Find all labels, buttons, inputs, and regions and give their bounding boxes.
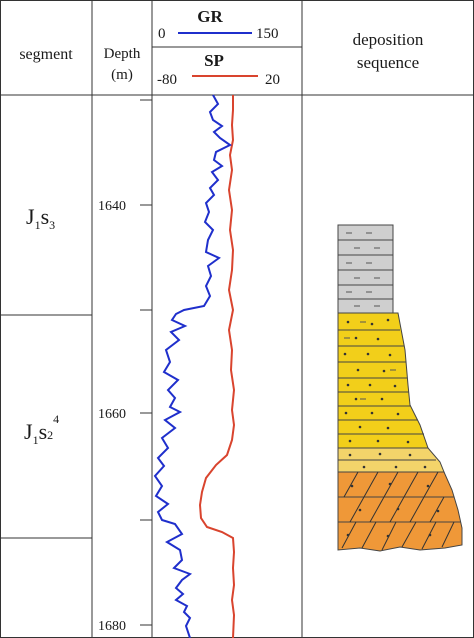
gr-legend-min: 0 <box>158 26 166 42</box>
sequence-column <box>337 224 463 552</box>
mudstone-section <box>337 224 394 314</box>
segment-label-j1s2-4: J1s24 <box>24 412 59 447</box>
depth-tick-1660: 1660 <box>98 407 126 422</box>
orange-conglomerate-section <box>337 471 463 552</box>
gr-legend-max: 150 <box>256 26 279 42</box>
segment-label-j1s3: J1s3 <box>26 204 55 232</box>
depth-header: Depth <box>104 46 141 62</box>
sequence-header-line2: sequence <box>357 53 419 72</box>
yellow-sandstone-section <box>337 312 429 449</box>
sp-legend-max: 20 <box>265 72 280 88</box>
light-sandstone-section <box>337 447 445 473</box>
depth-tick-1640: 1640 <box>98 199 126 214</box>
segment-header: segment <box>19 46 73 63</box>
sp-legend-name: SP <box>204 51 224 70</box>
gr-legend-name: GR <box>197 7 223 26</box>
gr-curve <box>153 94 232 638</box>
sp-legend-min: -80 <box>157 72 177 88</box>
sp-curve <box>198 95 236 638</box>
depth-unit: (m) <box>111 67 133 83</box>
depth-axis <box>140 99 152 626</box>
sequence-header-line1: deposition <box>353 30 424 49</box>
depth-tick-1680: 1680 <box>98 619 126 634</box>
